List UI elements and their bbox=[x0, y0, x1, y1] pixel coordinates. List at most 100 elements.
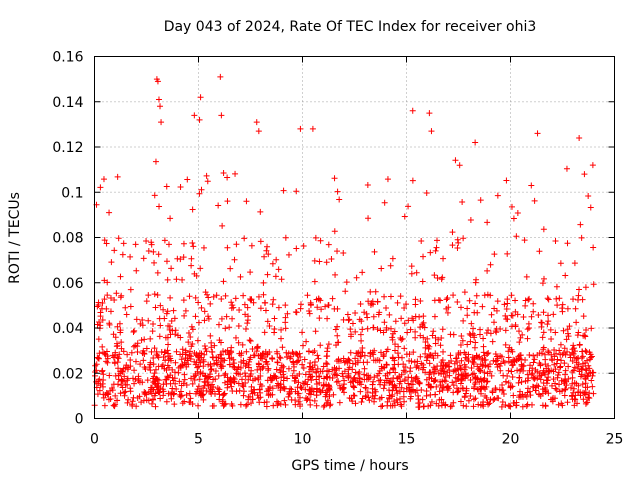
data-point bbox=[508, 346, 515, 353]
data-point bbox=[423, 189, 430, 196]
data-point bbox=[261, 329, 268, 336]
data-point bbox=[574, 400, 581, 407]
data-point bbox=[540, 309, 547, 316]
data-point bbox=[155, 96, 162, 103]
data-point bbox=[318, 306, 325, 313]
data-point bbox=[437, 297, 444, 304]
data-point bbox=[205, 315, 212, 322]
data-point bbox=[449, 242, 456, 249]
data-point bbox=[523, 402, 530, 409]
data-point bbox=[331, 228, 338, 235]
data-point bbox=[153, 348, 160, 355]
data-point bbox=[482, 356, 489, 363]
data-point bbox=[589, 383, 596, 390]
data-point bbox=[222, 325, 229, 332]
data-point bbox=[393, 396, 400, 403]
data-point bbox=[255, 293, 262, 300]
data-point bbox=[177, 364, 184, 371]
data-point bbox=[324, 373, 331, 380]
data-point bbox=[397, 293, 404, 300]
data-point bbox=[525, 375, 532, 382]
data-point bbox=[361, 371, 368, 378]
data-point bbox=[423, 387, 430, 394]
data-point bbox=[439, 326, 446, 333]
data-point bbox=[587, 204, 594, 211]
data-point bbox=[576, 341, 583, 348]
data-point bbox=[468, 365, 475, 372]
data-point bbox=[458, 332, 465, 339]
data-point bbox=[507, 384, 514, 391]
data-point bbox=[536, 350, 543, 357]
data-point bbox=[502, 312, 509, 319]
data-point bbox=[353, 274, 360, 281]
data-point bbox=[364, 314, 371, 321]
data-point bbox=[285, 350, 292, 357]
data-point bbox=[233, 388, 240, 395]
data-point bbox=[256, 399, 263, 406]
data-point bbox=[232, 334, 239, 341]
data-point bbox=[200, 391, 207, 398]
data-point bbox=[264, 350, 271, 357]
data-point bbox=[133, 403, 140, 410]
data-point bbox=[409, 378, 416, 385]
data-point bbox=[112, 392, 119, 399]
data-point bbox=[365, 215, 372, 222]
data-point bbox=[504, 250, 511, 257]
data-point bbox=[357, 388, 364, 395]
data-point bbox=[226, 361, 233, 368]
data-point bbox=[381, 199, 388, 206]
data-point bbox=[140, 357, 147, 364]
data-point bbox=[479, 363, 486, 370]
data-point bbox=[579, 353, 586, 360]
data-point bbox=[327, 401, 334, 408]
data-point bbox=[191, 358, 198, 365]
y-tick-label: 0.16 bbox=[52, 50, 83, 66]
data-point bbox=[383, 305, 390, 312]
data-point bbox=[396, 373, 403, 380]
data-point bbox=[342, 288, 349, 295]
data-point bbox=[131, 327, 138, 334]
data-point bbox=[369, 298, 376, 305]
data-point bbox=[224, 198, 231, 205]
data-point bbox=[467, 392, 474, 399]
data-point bbox=[228, 305, 235, 312]
data-point bbox=[279, 344, 286, 351]
data-point bbox=[161, 349, 168, 356]
data-point bbox=[466, 297, 473, 304]
data-point bbox=[106, 372, 113, 379]
data-point bbox=[405, 380, 412, 387]
data-point bbox=[494, 361, 501, 368]
data-point bbox=[306, 310, 313, 317]
data-point bbox=[158, 119, 165, 126]
data-point bbox=[450, 382, 457, 389]
data-point bbox=[472, 374, 479, 381]
data-point bbox=[280, 385, 287, 392]
data-point bbox=[517, 334, 524, 341]
data-point bbox=[221, 372, 228, 379]
data-point bbox=[467, 216, 474, 223]
data-point bbox=[187, 334, 194, 341]
data-point bbox=[231, 379, 238, 386]
data-point bbox=[512, 321, 519, 328]
data-point bbox=[312, 328, 319, 335]
data-point bbox=[244, 317, 251, 324]
data-point bbox=[362, 384, 369, 391]
data-point bbox=[416, 400, 423, 407]
data-point bbox=[117, 329, 124, 336]
data-point bbox=[590, 390, 597, 397]
data-point bbox=[224, 381, 231, 388]
data-point bbox=[571, 345, 578, 352]
data-point bbox=[195, 402, 202, 409]
data-point bbox=[172, 359, 179, 366]
data-point bbox=[456, 162, 463, 169]
data-point bbox=[241, 301, 248, 308]
data-point bbox=[580, 313, 587, 320]
data-point bbox=[508, 203, 515, 210]
data-point bbox=[570, 296, 577, 303]
data-point bbox=[245, 361, 252, 368]
data-point bbox=[148, 348, 155, 355]
data-point bbox=[326, 402, 333, 409]
data-point bbox=[177, 184, 184, 191]
data-point bbox=[114, 397, 121, 404]
data-point bbox=[278, 326, 285, 333]
